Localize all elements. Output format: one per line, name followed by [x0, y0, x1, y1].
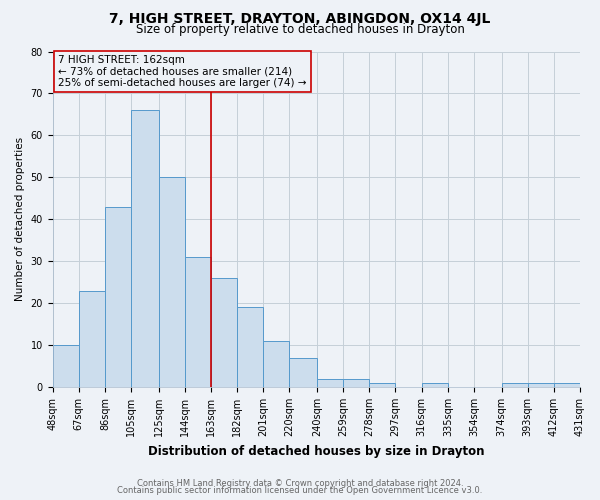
Bar [289, 358, 317, 387]
Bar [158, 178, 185, 387]
Bar [105, 206, 131, 387]
Bar [370, 383, 395, 387]
Y-axis label: Number of detached properties: Number of detached properties [15, 137, 25, 302]
Text: Contains HM Land Registry data © Crown copyright and database right 2024.: Contains HM Land Registry data © Crown c… [137, 478, 463, 488]
Bar [53, 345, 79, 387]
Bar [263, 341, 289, 387]
Bar [502, 383, 527, 387]
Bar [422, 383, 448, 387]
Bar [79, 290, 105, 387]
Text: 7, HIGH STREET, DRAYTON, ABINGDON, OX14 4JL: 7, HIGH STREET, DRAYTON, ABINGDON, OX14 … [109, 12, 491, 26]
Bar [527, 383, 554, 387]
Text: 7 HIGH STREET: 162sqm
← 73% of detached houses are smaller (214)
25% of semi-det: 7 HIGH STREET: 162sqm ← 73% of detached … [58, 55, 307, 88]
Bar [317, 378, 343, 387]
Bar [211, 278, 237, 387]
Text: Size of property relative to detached houses in Drayton: Size of property relative to detached ho… [136, 22, 464, 36]
Bar [237, 308, 263, 387]
Text: Contains public sector information licensed under the Open Government Licence v3: Contains public sector information licen… [118, 486, 482, 495]
X-axis label: Distribution of detached houses by size in Drayton: Distribution of detached houses by size … [148, 444, 485, 458]
Bar [343, 378, 370, 387]
Bar [185, 257, 211, 387]
Bar [554, 383, 580, 387]
Bar [131, 110, 158, 387]
